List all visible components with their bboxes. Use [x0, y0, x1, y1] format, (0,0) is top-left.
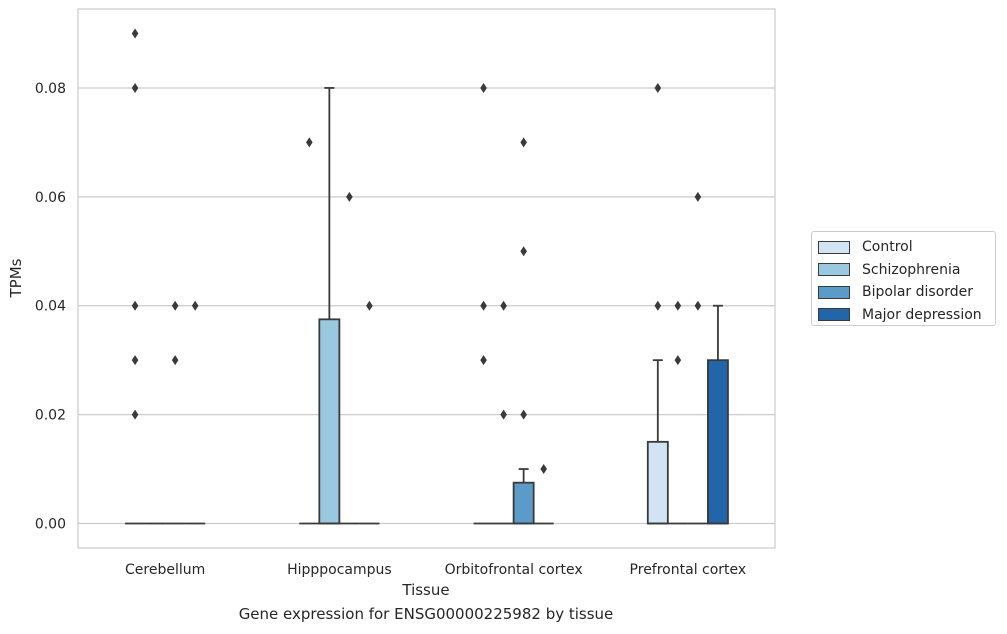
legend-item-control: Control [818, 236, 989, 259]
outlier-marker [171, 355, 179, 366]
outlier-marker [654, 300, 662, 311]
outlier-marker [520, 246, 527, 257]
legend-swatch [818, 308, 850, 322]
outlier-marker [480, 82, 487, 93]
outlier-marker [191, 300, 199, 311]
box [707, 359, 729, 525]
outlier-marker [674, 355, 682, 366]
x-tick-label: Cerebellum [125, 562, 205, 578]
y-axis-title: TPMs [7, 258, 25, 298]
box [512, 481, 535, 525]
y-tick-label: 0.06 [35, 190, 66, 206]
outlier-marker [131, 409, 139, 420]
outlier-marker [694, 300, 702, 311]
outlier-marker [171, 300, 179, 311]
outlier-marker [131, 82, 139, 93]
box-group [707, 304, 729, 525]
outlier-marker [346, 191, 353, 202]
legend-swatch [818, 263, 850, 277]
outlier-marker [500, 300, 507, 311]
outlier-marker [131, 28, 139, 39]
y-tick-label: 0.02 [35, 408, 66, 424]
outlier-markers [131, 28, 702, 475]
legend: Control Schizophrenia Bipolar disorder M… [811, 231, 996, 326]
outlier-marker [520, 409, 527, 420]
x-tick-label: Hipppocampus [287, 562, 392, 578]
y-tick-labels: 0.00 0.02 0.04 0.06 0.08 [35, 81, 66, 533]
outlier-marker [674, 300, 682, 311]
outlier-marker [694, 191, 702, 202]
outlier-marker [366, 300, 373, 311]
x-tick-label: Orbitofrontal cortex [445, 562, 583, 578]
legend-swatch [818, 285, 850, 299]
plot-area [77, 8, 776, 549]
legend-item-bipolar-disorder: Bipolar disorder [818, 281, 989, 304]
box [318, 318, 341, 525]
y-tick-label: 0.08 [35, 81, 66, 97]
outlier-marker [131, 300, 139, 311]
outlier-marker [480, 355, 487, 366]
legend-label: Major depression [862, 306, 982, 323]
box [646, 440, 669, 525]
legend-label: Schizophrenia [862, 261, 961, 278]
outlier-marker [480, 300, 487, 311]
legend-swatch [818, 240, 850, 254]
chart-caption: Gene expression for ENSG00000225982 by t… [238, 605, 614, 623]
outlier-marker [520, 137, 527, 148]
legend-item-schizophrenia: Schizophrenia [818, 259, 989, 282]
outlier-marker [131, 355, 139, 366]
box-group [318, 87, 341, 525]
outlier-marker [654, 82, 662, 93]
y-tick-label: 0.04 [35, 299, 66, 315]
legend-label: Bipolar disorder [862, 284, 974, 301]
x-tick-labels: Cerebellum Hipppocampus Orbitofrontal cort… [125, 562, 746, 578]
box-group [646, 359, 669, 525]
box-group [512, 468, 535, 525]
y-tick-label: 0.00 [35, 517, 66, 533]
outlier-marker [306, 137, 313, 148]
box-groups [125, 87, 729, 525]
x-axis-title: Tissue [401, 581, 449, 599]
x-tick-label: Prefrontal cortex [630, 562, 747, 578]
outlier-marker [500, 409, 507, 420]
legend-item-major-depression: Major depression [818, 304, 989, 327]
legend-label: Control [862, 239, 913, 256]
outlier-marker [540, 464, 547, 475]
